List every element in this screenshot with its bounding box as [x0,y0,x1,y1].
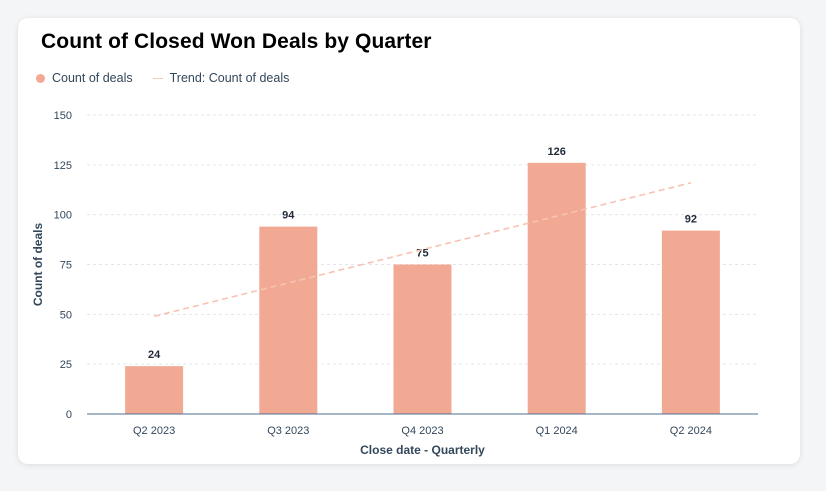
chart-card: Count of Closed Won Deals by Quarter Cou… [18,18,800,464]
bar[interactable] [125,366,184,414]
legend-dot-icon [36,73,45,83]
y-tick-label: 0 [66,409,72,421]
data-label: 24 [148,349,161,361]
x-tick-label: Q2 2023 [133,425,175,437]
legend-label-count: Count of deals [52,71,133,85]
x-tick-label: Q1 2024 [536,425,578,437]
bar[interactable] [393,264,452,415]
chart-legend: Count of deals Trend: Count of deals [36,71,289,85]
chart-title: Count of Closed Won Deals by Quarter [41,30,432,53]
y-tick-label: 25 [60,359,72,371]
data-label: 126 [548,146,566,158]
y-tick-label: 100 [54,210,72,222]
y-tick-label: 150 [54,110,72,122]
bar[interactable] [661,230,720,414]
legend-item-count[interactable]: Count of deals [36,71,133,85]
x-tick-label: Q4 2023 [401,425,443,437]
legend-label-trend: Trend: Count of deals [169,71,290,85]
bar[interactable] [527,162,586,414]
x-axis-title: Close date - Quarterly [360,443,485,457]
x-tick-label: Q2 2024 [670,425,712,437]
trend-line [153,181,692,318]
bar[interactable] [259,226,318,414]
legend-dash-icon [152,77,163,79]
y-axis-title: Count of deals [31,223,45,307]
y-tick-label: 50 [60,309,72,321]
x-tick-label: Q3 2023 [267,425,309,437]
y-tick-label: 125 [54,160,72,172]
data-label: 94 [282,210,295,222]
legend-item-trend[interactable]: Trend: Count of deals [152,71,290,85]
data-label: 92 [685,214,697,226]
y-tick-label: 75 [60,260,72,272]
